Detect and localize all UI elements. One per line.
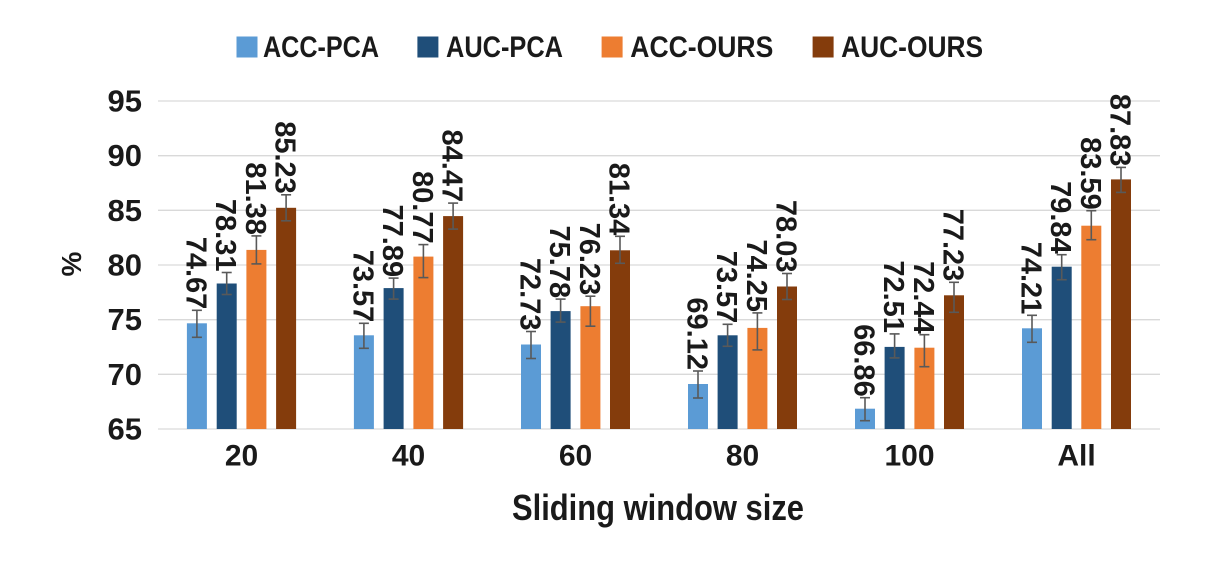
- svg-text:20: 20: [225, 440, 258, 473]
- svg-text:70: 70: [108, 357, 142, 392]
- svg-text:72.51: 72.51: [877, 260, 909, 333]
- svg-text:83.59: 83.59: [1074, 137, 1106, 210]
- svg-text:79.84: 79.84: [1044, 181, 1076, 254]
- svg-text:75: 75: [108, 302, 142, 337]
- svg-text:85.23: 85.23: [268, 121, 300, 194]
- svg-text:74.25: 74.25: [740, 239, 772, 312]
- svg-text:72.73: 72.73: [513, 258, 545, 331]
- svg-text:80: 80: [726, 440, 759, 473]
- svg-text:73.57: 73.57: [346, 250, 378, 323]
- svg-text:78.31: 78.31: [209, 199, 241, 272]
- svg-text:AUC-OURS: AUC-OURS: [841, 31, 983, 64]
- svg-text:76.23: 76.23: [573, 223, 605, 296]
- svg-text:Sliding window size: Sliding window size: [512, 487, 804, 528]
- svg-text:AUC-PCA: AUC-PCA: [446, 31, 563, 64]
- svg-text:All: All: [1057, 440, 1095, 473]
- svg-text:80: 80: [108, 248, 142, 283]
- svg-text:75.78: 75.78: [543, 226, 575, 299]
- svg-text:ACC-PCA: ACC-PCA: [263, 31, 379, 64]
- svg-text:74.67: 74.67: [179, 237, 211, 310]
- svg-text:65: 65: [108, 412, 142, 447]
- svg-text:100: 100: [884, 440, 934, 473]
- svg-text:66.86: 66.86: [847, 324, 879, 397]
- svg-text:%: %: [56, 251, 87, 276]
- svg-text:85: 85: [108, 193, 142, 228]
- svg-text:40: 40: [392, 440, 425, 473]
- svg-text:87.83: 87.83: [1104, 94, 1136, 167]
- svg-text:80.77: 80.77: [406, 171, 438, 244]
- svg-text:74.21: 74.21: [1014, 242, 1046, 315]
- svg-text:ACC-OURS: ACC-OURS: [630, 31, 773, 64]
- svg-text:69.12: 69.12: [680, 297, 712, 370]
- svg-text:95: 95: [108, 84, 142, 119]
- svg-text:72.44: 72.44: [907, 261, 939, 334]
- svg-text:73.57: 73.57: [710, 251, 742, 324]
- svg-text:81.38: 81.38: [239, 162, 271, 235]
- svg-text:77.23: 77.23: [936, 209, 968, 282]
- svg-text:78.03: 78.03: [769, 200, 801, 273]
- svg-text:60: 60: [559, 440, 592, 473]
- svg-text:77.89: 77.89: [376, 205, 408, 278]
- svg-text:90: 90: [108, 138, 142, 173]
- svg-text:81.34: 81.34: [602, 163, 634, 236]
- svg-text:84.47: 84.47: [435, 130, 467, 203]
